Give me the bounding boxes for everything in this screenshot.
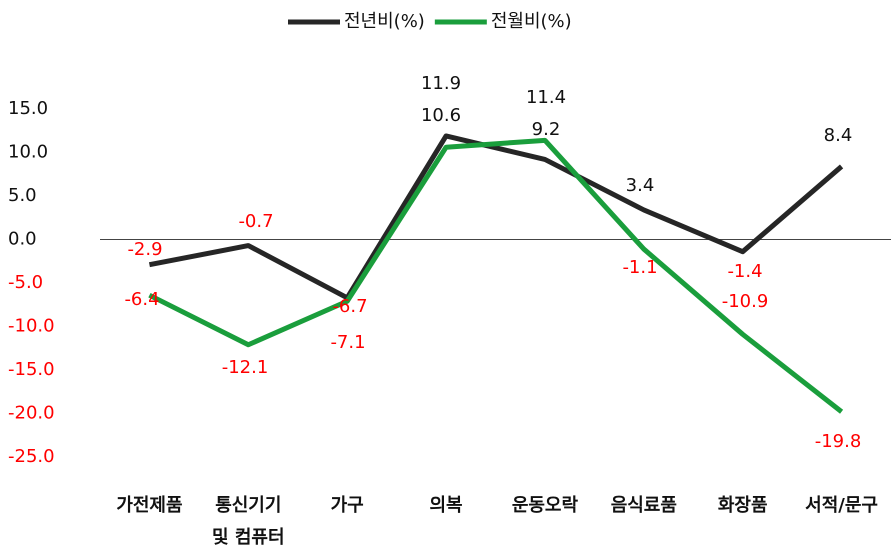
- y-tick-label: 15.0: [8, 98, 48, 119]
- data-label: 10.6: [421, 105, 461, 126]
- data-label: -0.7: [238, 211, 273, 232]
- x-tick-label: 가구: [330, 495, 364, 516]
- y-tick-label: -10.0: [8, 316, 55, 337]
- legend-label: 전월비(%): [491, 11, 572, 32]
- data-label: -1.4: [727, 261, 762, 282]
- x-tick-label: 통신기기 및 컴퓨터: [212, 495, 285, 548]
- x-tick-label: 의복: [429, 495, 463, 516]
- y-tick-label: -25.0: [8, 446, 55, 467]
- y-tick-label: -5.0: [8, 272, 43, 293]
- data-label: 3.4: [626, 175, 655, 196]
- line-series: [148, 133, 844, 301]
- data-label: 9.2: [532, 119, 561, 140]
- legend-label: 전년비(%): [344, 11, 425, 32]
- x-tick-label: 화장품: [717, 495, 768, 516]
- line-series: [148, 137, 844, 414]
- x-tick-label: 서적/문구: [805, 495, 878, 516]
- data-label: -6.4: [124, 289, 159, 310]
- data-label: -7.1: [330, 332, 365, 353]
- x-tick-label: 가전제품: [116, 495, 183, 516]
- y-tick-label: -20.0: [8, 403, 55, 424]
- data-label: 11.9: [421, 73, 461, 94]
- data-label: -6.7: [332, 296, 367, 317]
- data-label: -12.1: [222, 357, 269, 378]
- y-tick-label: 0.0: [8, 229, 37, 250]
- x-tick-label: 운동오락: [511, 495, 579, 516]
- data-label: 8.4: [824, 125, 853, 146]
- data-label: 11.4: [526, 87, 566, 108]
- data-label: -19.8: [815, 431, 862, 452]
- data-label: -2.9: [127, 239, 162, 260]
- y-tick-label: -15.0: [8, 359, 55, 380]
- x-tick-label: 음식료품: [610, 495, 677, 516]
- data-label: -10.9: [722, 291, 769, 312]
- y-tick-label: 10.0: [8, 142, 48, 163]
- data-label: -1.1: [622, 257, 657, 278]
- y-tick-label: 5.0: [8, 185, 37, 206]
